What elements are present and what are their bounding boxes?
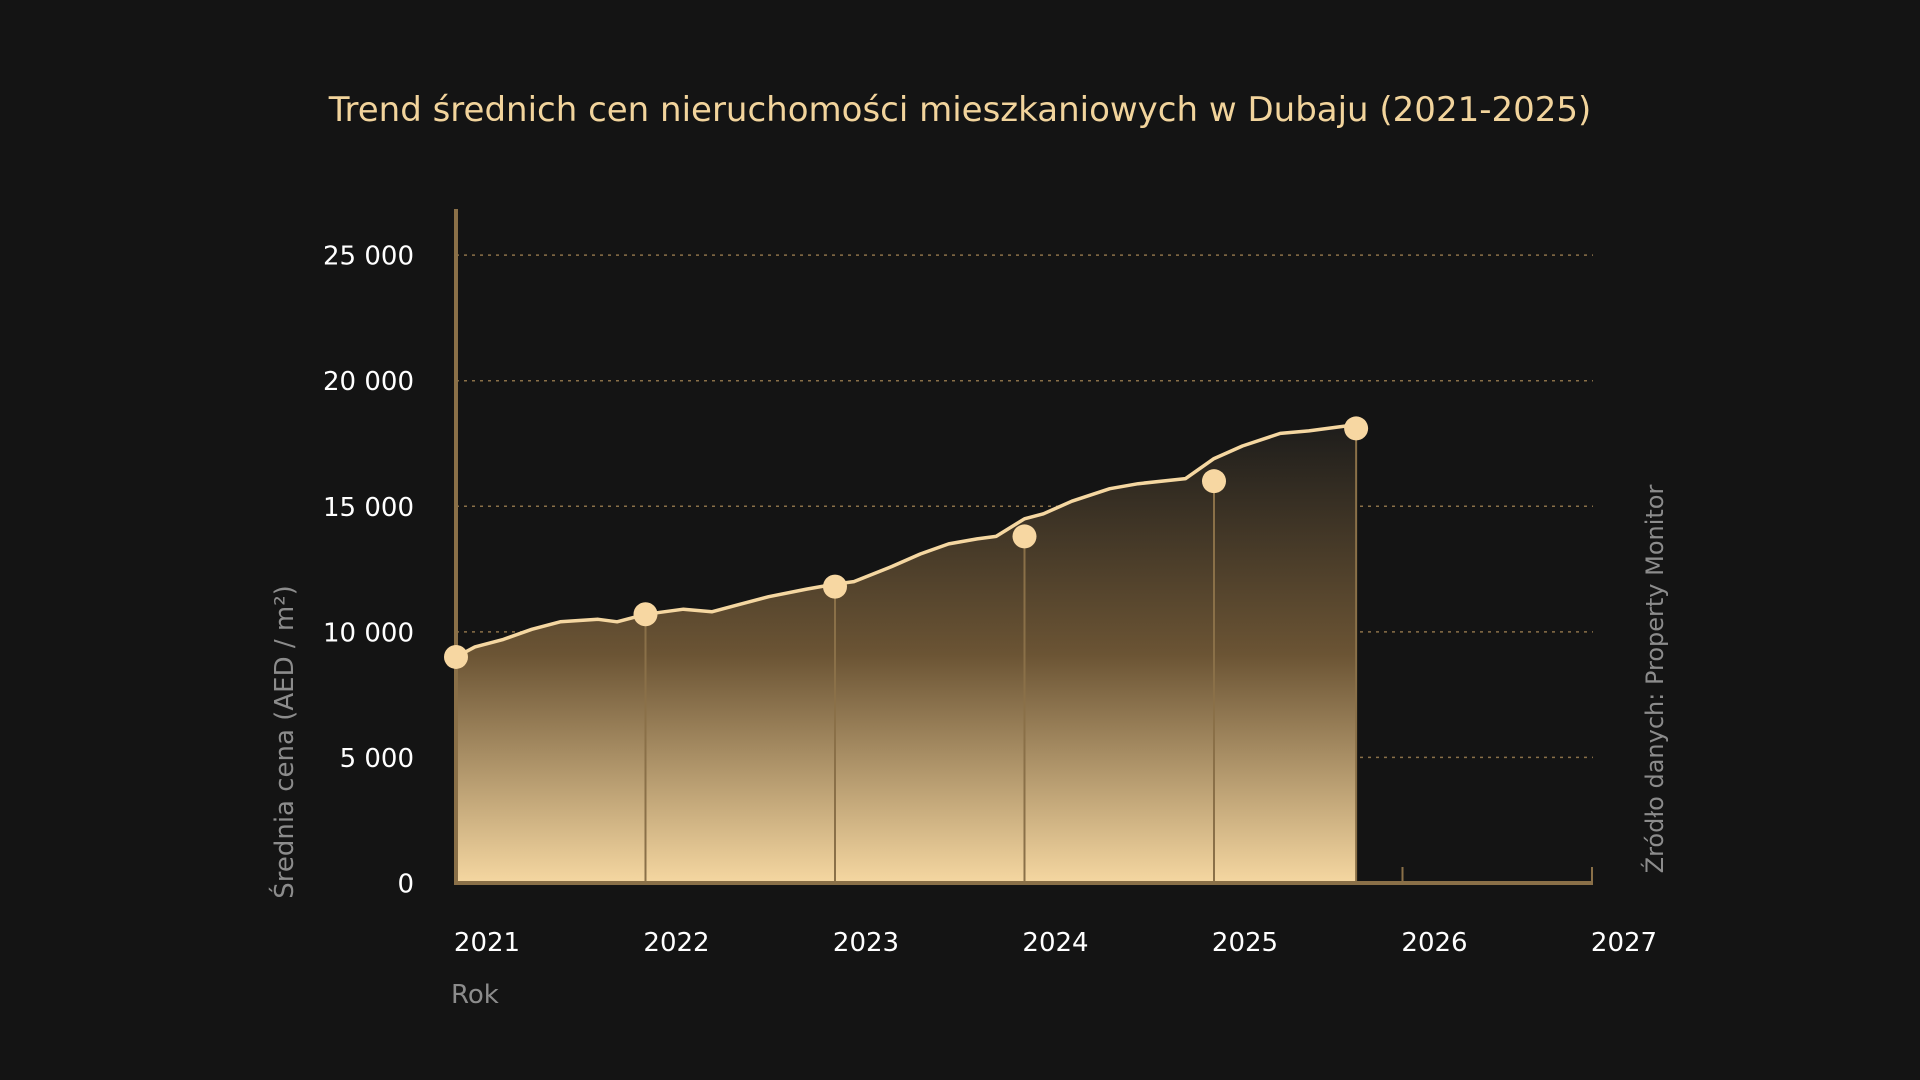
y-tick-label: 0 <box>397 870 414 900</box>
data-points <box>444 416 1369 669</box>
x-axis-label: Rok <box>451 980 499 1010</box>
y-tick-label: 20 000 <box>323 367 414 397</box>
data-point-0 <box>444 644 468 669</box>
x-tick-label: 2021 <box>454 928 520 958</box>
x-tick-label: 2026 <box>1401 928 1467 958</box>
y-tick-label: 10 000 <box>323 618 414 648</box>
y-tick-label: 15 000 <box>323 493 414 523</box>
data-point-3 <box>1012 524 1037 549</box>
x-tick-label: 2025 <box>1212 928 1278 958</box>
x-tick-labels: 2021 2022 2023 2024 2025 2026 2027 <box>454 928 1657 958</box>
x-tick-label: 2023 <box>833 928 899 958</box>
chart-title: Trend średnich cen nieruchomości mieszka… <box>328 90 1592 130</box>
area-fill <box>456 425 1357 883</box>
axes <box>454 209 1593 885</box>
y-axis-label: Średnia cena (AED / m²) <box>268 585 300 899</box>
data-point-2 <box>823 574 847 599</box>
x-tick-label: 2024 <box>1022 928 1088 958</box>
data-point-1 <box>633 602 658 627</box>
data-point-5 <box>1344 416 1369 441</box>
y-tick-label: 5 000 <box>340 744 414 774</box>
data-point-4 <box>1202 469 1226 494</box>
x-tick-label: 2027 <box>1591 928 1657 958</box>
y-tick-label: 25 000 <box>323 242 414 272</box>
source-note: Źródło danych: Property Monitor <box>1640 485 1669 874</box>
x-tick-label: 2022 <box>643 928 709 958</box>
y-tick-labels: 0 5 000 10 000 15 000 20 000 25 000 <box>323 242 414 900</box>
series-line <box>455 424 1357 659</box>
